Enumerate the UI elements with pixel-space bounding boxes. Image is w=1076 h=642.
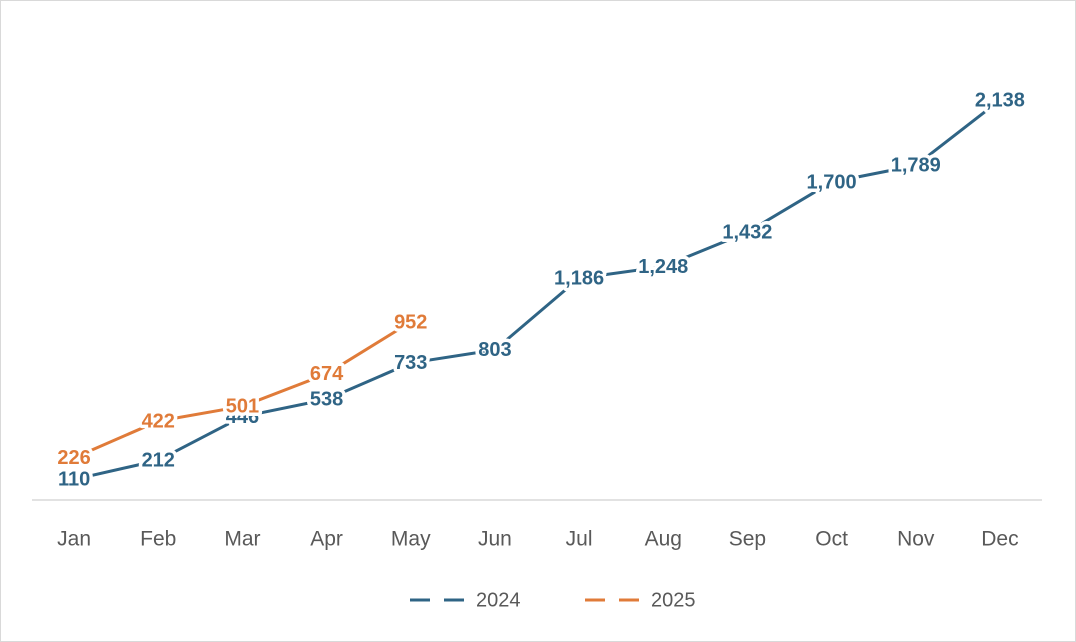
data-label: 422	[142, 410, 175, 432]
x-tick-label: Feb	[140, 528, 176, 551]
data-label: 674	[310, 363, 344, 385]
x-tick-label: Aug	[645, 528, 682, 551]
data-label: 1,248	[638, 256, 688, 278]
x-tick-label: Dec	[981, 528, 1018, 551]
legend-label: 2025	[651, 589, 696, 611]
x-tick-label: Sep	[729, 528, 766, 551]
x-tick-label: Oct	[815, 528, 848, 551]
x-tick-label: Jul	[566, 528, 593, 551]
data-label: 538	[310, 389, 343, 411]
x-tick-label: Apr	[310, 528, 343, 551]
x-tick-label: May	[391, 528, 431, 551]
data-label: 226	[57, 447, 90, 469]
x-tick-label: Jun	[478, 528, 512, 551]
data-label: 1,700	[807, 171, 857, 193]
legend-label: 2024	[476, 589, 521, 611]
data-label: 501	[226, 396, 259, 418]
data-label: 803	[478, 339, 511, 361]
series-line	[73, 320, 412, 460]
data-label: 446	[226, 406, 259, 428]
data-label: 110	[58, 469, 90, 491]
data-label: 1,789	[891, 155, 941, 177]
data-label: 1,186	[554, 267, 604, 289]
data-label: 212	[142, 450, 175, 472]
series-line	[73, 99, 1001, 481]
data-label: 1,432	[722, 221, 772, 243]
x-tick-label: Nov	[897, 528, 935, 551]
x-tick-label: Mar	[224, 528, 260, 551]
data-label: 2,138	[975, 89, 1025, 111]
x-tick-label: Jan	[57, 528, 91, 551]
data-label: 952	[394, 311, 427, 333]
data-label: 733	[394, 352, 427, 374]
